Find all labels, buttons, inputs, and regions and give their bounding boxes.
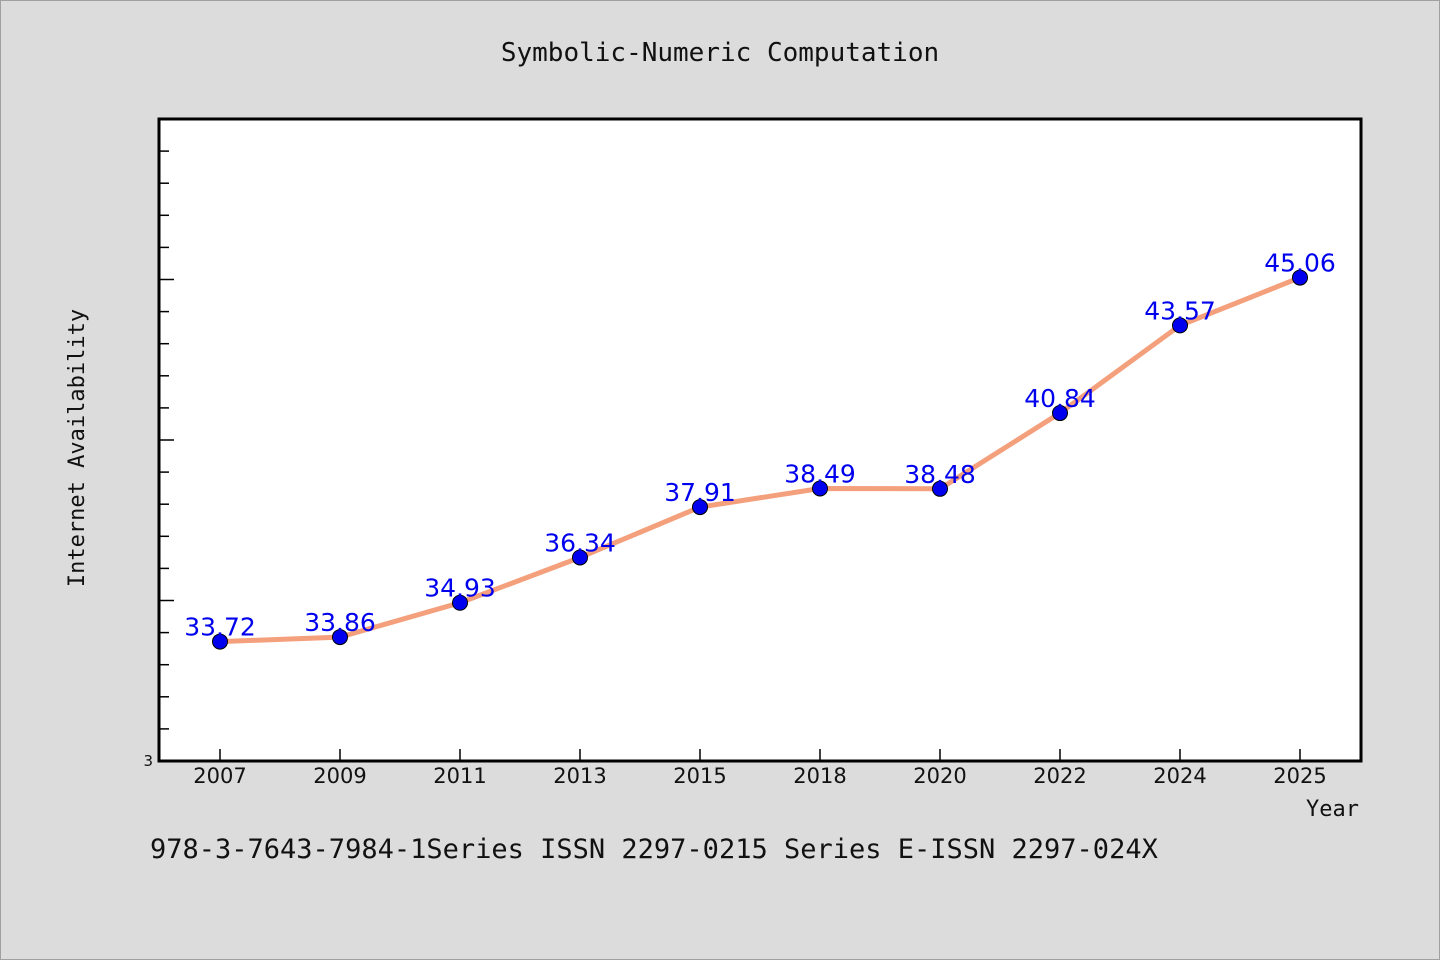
data-point	[932, 480, 948, 497]
data-label: 40.84	[1024, 384, 1096, 413]
x-tick-labels: 2007 2009 2011 2013 2015 2018 2020 2022 2024 2025	[193, 764, 1326, 788]
data-point	[1172, 317, 1188, 334]
data-point	[1292, 269, 1308, 286]
data-label: 38.49	[784, 459, 856, 488]
plot-area	[157, 117, 1363, 763]
data-label: 33.86	[304, 608, 376, 637]
data-label: 36.34	[544, 528, 616, 557]
x-tick-label: 2020	[913, 764, 966, 788]
x-tick-label: 2009	[313, 764, 366, 788]
data-point	[692, 499, 708, 516]
data-label: 33.72	[184, 613, 256, 642]
data-labels: 33.72 33.86 34.93 36.34 37.91 38.49 38.48 40.84…	[184, 249, 1336, 642]
x-tick-label: 2007	[193, 764, 246, 788]
x-tick-label: 2018	[793, 764, 846, 788]
data-point	[452, 594, 468, 611]
x-tick-label: 2025	[1273, 764, 1326, 788]
x-tick-label: 2024	[1153, 764, 1206, 788]
data-label: 38.48	[904, 460, 976, 489]
data-label: 45.06	[1264, 249, 1336, 278]
chart-title: Symbolic-Numeric Computation	[501, 38, 939, 68]
footer-text: 978-3-7643-7984-1Series ISSN 2297-0215 S…	[150, 834, 1158, 865]
data-point	[332, 629, 348, 646]
x-tick-label: 2011	[433, 764, 486, 788]
data-label: 37.91	[664, 478, 736, 507]
x-tick-label: 2022	[1033, 764, 1086, 788]
series-line	[219, 275, 1301, 645]
series-layer	[212, 269, 1308, 650]
data-point	[212, 633, 228, 650]
data-point	[1052, 405, 1068, 422]
y-axis-title: Internet Availability	[65, 309, 90, 587]
x-tick-label: 2013	[553, 764, 606, 788]
x-tick-label: 2015	[673, 764, 726, 788]
data-label: 34.93	[424, 574, 496, 603]
y-axis-min-label: 3	[143, 752, 153, 770]
data-label: 43.57	[1144, 296, 1216, 325]
data-point	[812, 480, 828, 497]
data-point	[572, 549, 588, 566]
x-axis-title: Year	[1306, 797, 1359, 822]
x-axis-ticks	[219, 749, 1301, 761]
y-axis-ticks	[159, 150, 174, 730]
